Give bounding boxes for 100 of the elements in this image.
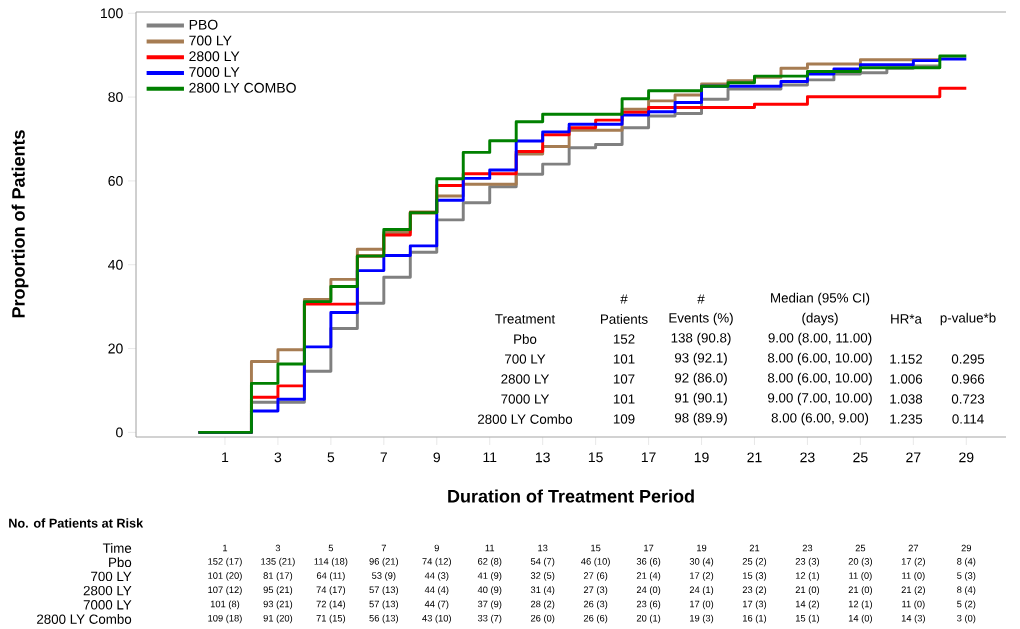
annotation: 9.00 (8.00, 11.00) xyxy=(768,332,872,346)
annotation: 0.723 xyxy=(951,394,985,404)
text: 41 (9) xyxy=(477,572,502,581)
text: 91 (20) xyxy=(263,614,293,624)
annotation: 107 xyxy=(613,374,635,384)
text: 44 (7) xyxy=(424,600,449,610)
x-tick-label: 17 xyxy=(641,452,656,463)
text: 14 (0) xyxy=(848,614,872,624)
text: 57 (13) xyxy=(369,586,399,595)
x-tick-label: 23 xyxy=(800,452,815,463)
text: 23 (6) xyxy=(636,600,661,610)
x-tick-label: 13 xyxy=(535,452,550,463)
text: 1 xyxy=(223,544,228,552)
text: 27 (6) xyxy=(583,572,608,581)
text: 3 xyxy=(275,544,281,552)
annotation: # xyxy=(620,294,628,304)
text: 17 (3) xyxy=(743,600,767,610)
text: 81 (17) xyxy=(263,572,293,581)
text: 56 (13) xyxy=(369,614,399,624)
x-tick-label: 21 xyxy=(747,452,762,463)
annotation: 98 (89.9) xyxy=(674,412,727,426)
annotation: 7000 LY xyxy=(501,394,550,404)
y-axis-title: Proportion of Patients xyxy=(11,130,29,318)
text: 43 (10) xyxy=(422,614,451,624)
x-tick-label: 7 xyxy=(380,452,387,463)
annotation: Pbo xyxy=(514,334,537,344)
text: 114 (18) xyxy=(314,557,348,567)
text: 57 (13) xyxy=(369,600,399,610)
text: 25 (2) xyxy=(742,557,767,567)
annotation: 1.235 xyxy=(890,414,923,424)
annotation: 92 (86.0) xyxy=(674,372,727,386)
text: 17 (2) xyxy=(690,572,714,581)
annotation: 2800 LY Combo xyxy=(477,414,573,424)
text: 26 (3) xyxy=(583,600,608,610)
text: 33 (7) xyxy=(477,614,502,624)
annotation: 152 xyxy=(613,334,635,344)
annotation: 101 xyxy=(613,394,635,404)
annotation: p-value*b xyxy=(940,312,996,326)
x-tick-label: 5 xyxy=(327,452,335,463)
annotation: 8.00 (6.00, 10.00) xyxy=(767,352,872,366)
text: 135 (21) xyxy=(261,557,295,567)
annotation: 93 (92.1) xyxy=(674,352,727,366)
annotation: 8.00 (6.00, 10.00) xyxy=(767,372,872,386)
text: 71 (15) xyxy=(316,614,346,624)
annotation: HR*a xyxy=(891,314,922,324)
text: 109 (18) xyxy=(208,614,242,624)
text: 24 (0) xyxy=(636,586,661,595)
text: 7 xyxy=(381,544,386,552)
text: 17 xyxy=(644,544,654,552)
text: 62 (8) xyxy=(478,557,502,567)
y-tick-label: 20 xyxy=(108,343,123,354)
text: 53 (9) xyxy=(372,572,396,581)
text: 5 xyxy=(328,544,334,552)
text: 2800 LY xyxy=(83,585,132,596)
text: 14 (3) xyxy=(901,614,925,624)
annotation: # xyxy=(697,294,705,304)
y-tick-label: 0 xyxy=(116,427,123,438)
text: 40 (9) xyxy=(477,586,502,595)
text: 17 (0) xyxy=(690,600,714,610)
y-tick-label: 80 xyxy=(108,92,123,103)
text: 26 (6) xyxy=(583,614,608,624)
text: 11 xyxy=(485,544,495,552)
text: 23 (2) xyxy=(742,586,767,595)
text: 64 (11) xyxy=(316,572,345,581)
annotation: 0.114 xyxy=(952,414,984,424)
text: 11 (0) xyxy=(849,572,872,581)
text: 8 (4) xyxy=(957,586,976,595)
text: 9 xyxy=(434,544,439,552)
annotation: 1.006 xyxy=(890,374,923,384)
annotation: 91 (90.1) xyxy=(674,392,727,406)
annotation: 109 xyxy=(613,414,635,424)
text: 21 (0) xyxy=(795,586,820,595)
text: 44 (4) xyxy=(424,586,449,595)
text: 15 (3) xyxy=(743,572,767,581)
annotation: 8.00 (6.00, 9.00) xyxy=(771,412,869,426)
text: 37 (9) xyxy=(477,600,502,610)
annotation: 9.00 (7.00, 10.00) xyxy=(768,392,872,406)
text: 32 (5) xyxy=(530,572,555,581)
annotation: 1.038 xyxy=(890,394,923,404)
text: 20 (3) xyxy=(848,557,872,567)
text: Time xyxy=(102,543,132,553)
y-tick-label: 100 xyxy=(101,8,123,19)
text: 152 (17) xyxy=(208,557,242,567)
text: 17 (2) xyxy=(901,557,925,567)
text: 3 (0) xyxy=(957,614,976,624)
text: 21 xyxy=(749,544,760,552)
annotation: Median (95% CI) xyxy=(771,292,870,306)
text: 27 xyxy=(908,544,919,552)
x-tick-label: 15 xyxy=(588,452,603,463)
text: 16 (1) xyxy=(743,614,767,624)
y-tick-label: 60 xyxy=(108,175,123,186)
y-tick-label: 40 xyxy=(108,259,123,270)
annotation: Events (%) xyxy=(669,312,733,326)
text: 27 (3) xyxy=(583,586,608,595)
annotation: Treatment xyxy=(495,314,556,324)
annotation: 1.152 xyxy=(890,354,923,364)
text: 72 (14) xyxy=(316,600,346,610)
text: Pbo xyxy=(109,557,132,568)
text: 96 (21) xyxy=(369,557,399,567)
x-tick-label: 9 xyxy=(433,452,440,463)
